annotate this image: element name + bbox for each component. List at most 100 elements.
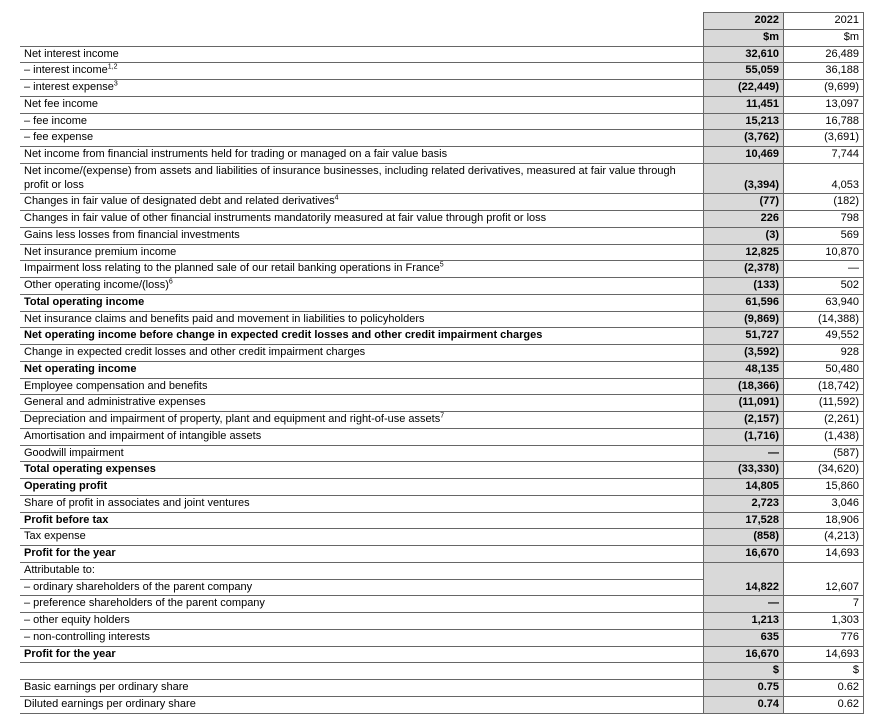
- cell-2021: 569: [784, 227, 864, 244]
- cell-2022: (3,592): [704, 345, 784, 362]
- insurance-claims-row: Net insurance claims and benefits paid a…: [20, 311, 864, 328]
- row-label: Net income from financial instruments he…: [20, 147, 704, 164]
- profit-for-year-closing-row: Profit for the year 16,670 14,693: [20, 646, 864, 663]
- cell-2021: 4,053: [784, 163, 864, 194]
- row-label: Tax expense: [20, 529, 704, 546]
- row-label: – interest expense3: [20, 80, 704, 97]
- row-label: Gains less losses from financial investm…: [20, 227, 704, 244]
- row-label: Impairment loss relating to the planned …: [20, 261, 704, 278]
- cell-2021: (182): [784, 194, 864, 211]
- cell-2022: 635: [704, 629, 784, 646]
- row-label: Net income/(expense) from assets and lia…: [20, 163, 704, 194]
- cell-2022: —: [704, 445, 784, 462]
- cell-2022: (3,762): [704, 130, 784, 147]
- col-2022-unit: $m: [704, 29, 784, 46]
- cell-2021: 10,870: [784, 244, 864, 261]
- row-label: Share of profit in associates and joint …: [20, 495, 704, 512]
- row-label: Net insurance premium income: [20, 244, 704, 261]
- attr-preference-row: – preference shareholders of the parent …: [20, 596, 864, 613]
- cell-2021: 776: [784, 629, 864, 646]
- col-2022-header: 2022: [704, 13, 784, 30]
- row-label: Operating profit: [20, 479, 704, 496]
- row-label: Profit for the year: [20, 546, 704, 563]
- cell-2022: 2,723: [704, 495, 784, 512]
- cell-2021: (4,213): [784, 529, 864, 546]
- cell-2021: 49,552: [784, 328, 864, 345]
- cell-2021: (11,592): [784, 395, 864, 412]
- cell-2021: 13,097: [784, 96, 864, 113]
- row-label: Other operating income/(loss)6: [20, 278, 704, 295]
- cell-2021: (18,742): [784, 378, 864, 395]
- header-row: 2022 2021: [20, 13, 864, 30]
- cell-2022: 14,805: [704, 479, 784, 496]
- other-operating-income-row: Other operating income/(loss)6 (133) 502: [20, 278, 864, 295]
- cell-2022: 32,610: [704, 46, 784, 63]
- operating-profit-row: Operating profit 14,805 15,860: [20, 479, 864, 496]
- row-label: Net operating income before change in ex…: [20, 328, 704, 345]
- cell-2022: 16,670: [704, 546, 784, 563]
- cell-2021: 14,693: [784, 546, 864, 563]
- row-label: Net interest income: [20, 46, 704, 63]
- row-label: Changes in fair value of other financial…: [20, 211, 704, 228]
- cell-2021: (587): [784, 445, 864, 462]
- row-label: – ordinary shareholders of the parent co…: [20, 579, 704, 596]
- col-2021-header: 2021: [784, 13, 864, 30]
- cell-2022: 226: [704, 211, 784, 228]
- cell-2021: 18,906: [784, 512, 864, 529]
- cell-2022: (33,330): [704, 462, 784, 479]
- cell-2021: (2,261): [784, 412, 864, 429]
- unit-row: $m $m: [20, 29, 864, 46]
- row-label: Profit for the year: [20, 646, 704, 663]
- cell-2022: (1,716): [704, 428, 784, 445]
- cell-2021: 502: [784, 278, 864, 295]
- diluted-eps-row: Diluted earnings per ordinary share 0.74…: [20, 696, 864, 713]
- tax-expense-row: Tax expense (858) (4,213): [20, 529, 864, 546]
- row-label: Depreciation and impairment of property,…: [20, 412, 704, 429]
- admin-row: General and administrative expenses (11,…: [20, 395, 864, 412]
- row-label: Profit before tax: [20, 512, 704, 529]
- cell-2022: 51,727: [704, 328, 784, 345]
- cell-2021: 14,693: [784, 646, 864, 663]
- cell-2021: —: [784, 261, 864, 278]
- depreciation-row: Depreciation and impairment of property,…: [20, 412, 864, 429]
- row-label: Diluted earnings per ordinary share: [20, 696, 704, 713]
- cell-2021: 798: [784, 211, 864, 228]
- cell-2022: 55,059: [704, 63, 784, 80]
- row-label: General and administrative expenses: [20, 395, 704, 412]
- insurance-fv-row: Net income/(expense) from assets and lia…: [20, 163, 864, 194]
- row-label: – other equity holders: [20, 613, 704, 630]
- row-label: Amortisation and impairment of intangibl…: [20, 428, 704, 445]
- cell-2021: 26,489: [784, 46, 864, 63]
- col-2021-dollar: $: [784, 663, 864, 680]
- cell-2021: 1,303: [784, 613, 864, 630]
- row-label: Change in expected credit losses and oth…: [20, 345, 704, 362]
- cell-2022: (3,394): [704, 163, 784, 194]
- attr-nci-row: – non-controlling interests 635 776: [20, 629, 864, 646]
- cell-2021: (34,620): [784, 462, 864, 479]
- row-label: Net fee income: [20, 96, 704, 113]
- fee-expense-row: – fee expense (3,762) (3,691): [20, 130, 864, 147]
- interest-expense-row: – interest expense3 (22,449) (9,699): [20, 80, 864, 97]
- cell-2022: (2,378): [704, 261, 784, 278]
- net-interest-income-row: Net interest income 32,610 26,489: [20, 46, 864, 63]
- total-operating-expenses-row: Total operating expenses (33,330) (34,62…: [20, 462, 864, 479]
- row-label: – fee income: [20, 113, 704, 130]
- cell-2022: 0.74: [704, 696, 784, 713]
- cell-2021: (9,699): [784, 80, 864, 97]
- amortisation-row: Amortisation and impairment of intangibl…: [20, 428, 864, 445]
- cell-2022: (3): [704, 227, 784, 244]
- attr-ordinary-row: – ordinary shareholders of the parent co…: [20, 579, 864, 596]
- cell-2022: 1,213: [704, 613, 784, 630]
- income-statement-table: 2022 2021 $m $m Net interest income 32,6…: [20, 12, 864, 714]
- cell-2021: 15,860: [784, 479, 864, 496]
- cell-2022: (11,091): [704, 395, 784, 412]
- cell-2022: (133): [704, 278, 784, 295]
- cell-2021: 16,788: [784, 113, 864, 130]
- profit-before-tax-row: Profit before tax 17,528 18,906: [20, 512, 864, 529]
- cell-2022: 12,825: [704, 244, 784, 261]
- cell-2021: 50,480: [784, 361, 864, 378]
- interest-income-row: – interest income1,2 55,059 36,188: [20, 63, 864, 80]
- cell-2022: (18,366): [704, 378, 784, 395]
- cell-2021: (14,388): [784, 311, 864, 328]
- cell-2021: 0.62: [784, 696, 864, 713]
